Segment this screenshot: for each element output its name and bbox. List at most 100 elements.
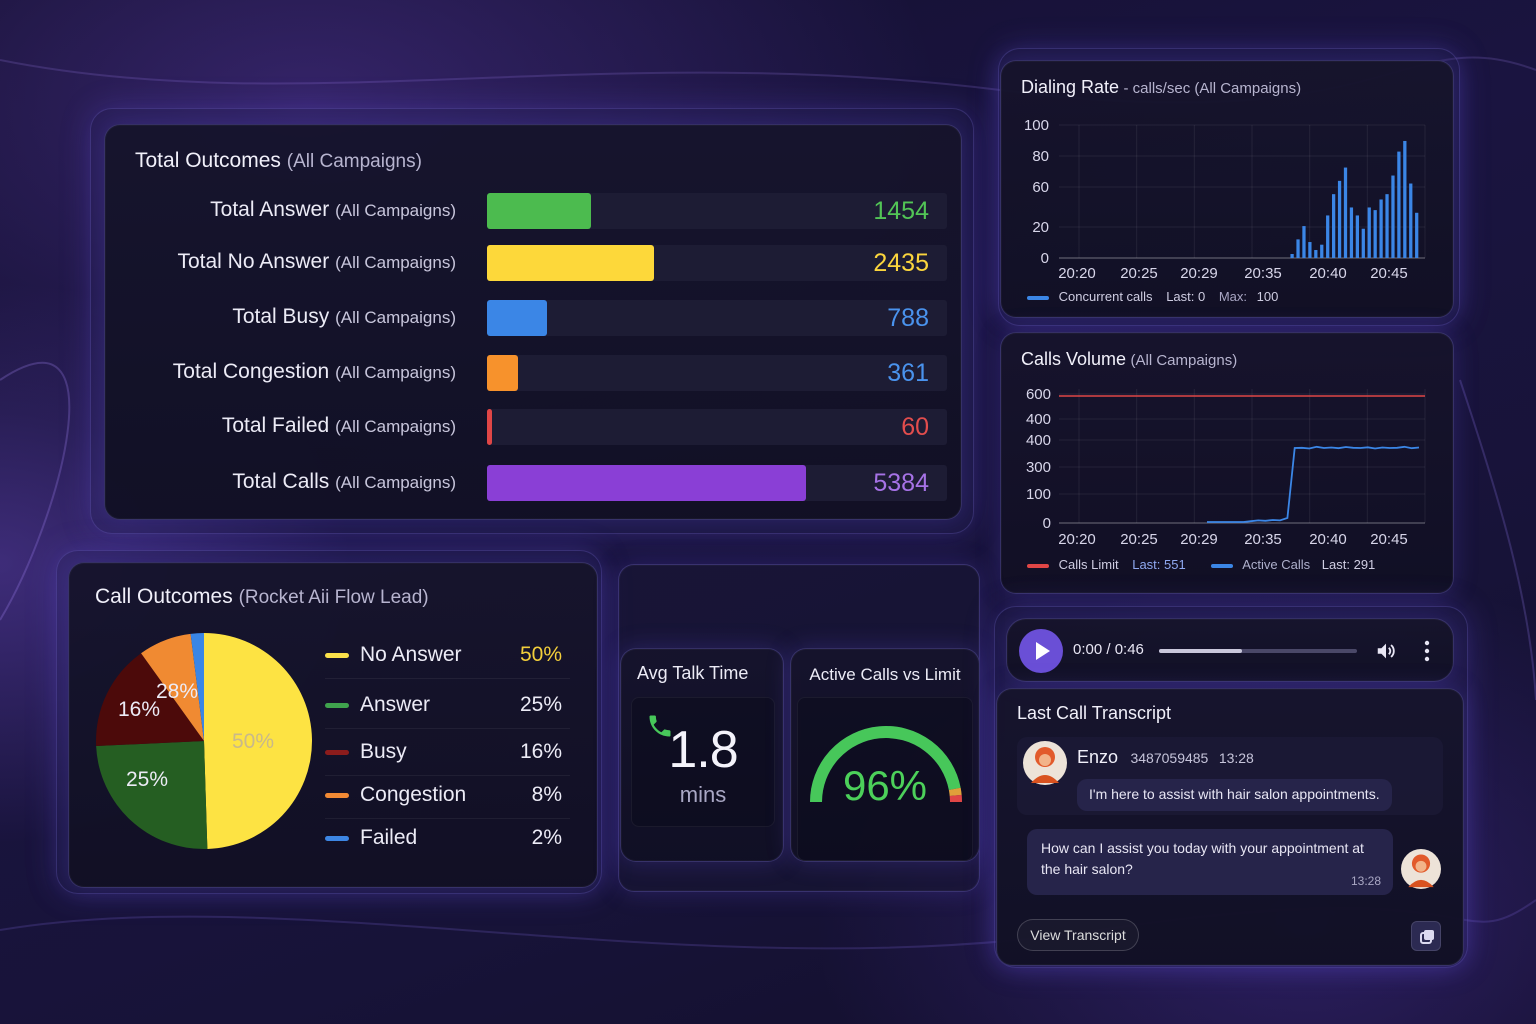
x-tick-label: 20:45 [1370, 531, 1408, 548]
active-calls-value: 96% [842, 762, 928, 809]
caller-number: 3487059485 [1130, 750, 1209, 766]
view-transcript-button[interactable]: View Transcript [1017, 919, 1139, 951]
volume-icon[interactable] [1375, 640, 1397, 662]
caller-time: 13:28 [1218, 750, 1254, 766]
outcome-bar-track: 361 [487, 355, 947, 391]
outcome-label-text: Total No Answer [177, 250, 336, 273]
x-tick-label: 20:20 [1058, 531, 1096, 548]
dialing-rate-bar [1308, 242, 1312, 258]
outcome-label-sub: (All Campaigns) [335, 201, 456, 220]
avg-talk-card: 1.8 mins [631, 697, 775, 827]
dialing-rate-bar [1326, 215, 1330, 258]
outcome-bar-track: 1454 [487, 193, 947, 229]
caller-name: Enzo [1077, 747, 1119, 767]
outcome-bar-track: 788 [487, 300, 947, 336]
outcome-label-sub: (All Campaigns) [335, 308, 456, 327]
legend-item: Answer 25% [325, 685, 570, 729]
dialing-rate-bar [1320, 244, 1324, 258]
total-outcomes-title: Total Outcomes (All Campaigns) [135, 149, 422, 173]
outcome-bar-fill [487, 355, 519, 391]
player-time: 0:00 / 0:46 [1073, 641, 1144, 658]
phone-icon [649, 715, 671, 737]
outcome-bar-track: 2435 [487, 245, 947, 281]
x-tick-label: 20:25 [1120, 265, 1158, 282]
legend-percent: 2% [531, 826, 562, 849]
outcome-bar-fill [487, 245, 654, 281]
caller-message: I'm here to assist with hair salon appoi… [1077, 779, 1392, 811]
play-icon [1036, 642, 1050, 660]
pie-slice-congestion [141, 633, 204, 741]
play-button[interactable] [1019, 629, 1063, 673]
active-calls-panel: Active Calls vs Limit 96% [790, 648, 980, 862]
outcome-row: Total Answer (All Campaigns) 1454 [105, 193, 961, 229]
legend-swatch [325, 703, 349, 708]
outcome-bar-track: 60 [487, 409, 947, 445]
pie-slice-label: 16% [118, 698, 160, 721]
legend-name: Busy [360, 740, 407, 763]
outcome-label: Total Failed (All Campaigns) [222, 414, 456, 438]
legend-max-label: Max: [1218, 289, 1248, 304]
legend-last: Last: 0 [1166, 289, 1206, 304]
dialing-rate-chart: 100 80 60 20 0 20:20 20:25 20:29 20:35 20:40 20:45 [1024, 117, 1426, 282]
outcome-bar-track: 5384 [487, 465, 947, 501]
legend-active-name: Active Calls [1242, 557, 1311, 572]
avg-talk-value: 1.8 [668, 721, 738, 779]
outcome-bar-fill [487, 300, 547, 336]
dialing-rate-bar [1332, 194, 1336, 258]
outcome-row: Total No Answer (All Campaigns) 2435 [105, 245, 961, 281]
legend-active-last: Last: 291 [1321, 557, 1376, 572]
legend-limit-last: Last: 551 [1132, 557, 1186, 572]
x-tick-label: 20:40 [1309, 265, 1347, 282]
pie-slice-failed [190, 633, 204, 741]
dialing-rate-bar [1355, 215, 1359, 258]
call-outcomes-subtitle: (Rocket Aii Flow Lead) [238, 587, 429, 608]
legend-max-value: 100 [1256, 289, 1279, 304]
outcome-bar-fill [487, 193, 592, 229]
pie-slice-label: 28% [156, 680, 198, 703]
pie-slice-label: 25% [126, 768, 168, 791]
legend-percent: 25% [519, 693, 562, 716]
caller-message-card: Enzo 3487059485 13:28 I'm here to assist… [1017, 737, 1443, 815]
audio-player: 0:00 / 0:46 [1006, 618, 1454, 682]
active-calls-line [1207, 445, 1420, 523]
calls-volume-chart: 600 400 400 300 100 0 20:20 20:25 20:29 20:35 20:4… [1026, 386, 1426, 548]
pie-slice-busy [96, 653, 204, 747]
legend-percent: 8% [531, 783, 562, 806]
y-tick-label: 300 [1026, 459, 1051, 476]
x-tick-label: 20:40 [1309, 531, 1347, 548]
legend-swatch [325, 836, 349, 841]
outcome-bar-fill [487, 409, 492, 445]
dialing-rate-title-text: Dialing Rate [1021, 77, 1120, 97]
copy-transcript-button[interactable] [1411, 921, 1441, 951]
dialing-rate-bar [1296, 239, 1300, 258]
outcome-label-text: Total Congestion [172, 360, 336, 383]
outcome-row: Total Calls (All Campaigns) 5384 [105, 465, 961, 501]
more-options-icon[interactable] [1423, 640, 1431, 662]
calls-volume-legend: Calls Limit Last: 551 Active Calls Last:… [1027, 557, 1375, 572]
dialing-rate-title: Dialing Rate - calls/sec (All Campaigns) [1021, 77, 1301, 98]
y-tick-label: 400 [1026, 411, 1051, 428]
outcome-bar-fill [487, 465, 806, 501]
legend-item: Failed 2% [325, 818, 570, 862]
outcome-label-sub: (All Campaigns) [335, 473, 456, 492]
y-tick-label: 80 [1032, 148, 1049, 165]
outcome-label-sub: (All Campaigns) [335, 363, 456, 382]
outcome-value: 2435 [873, 249, 929, 277]
y-tick-label: 100 [1026, 486, 1051, 503]
active-calls-title: Active Calls vs Limit [809, 665, 961, 684]
call-outcomes-legend: No Answer 50% Answer 25% Busy 16% Congestion 8%… [325, 635, 570, 865]
avg-talk-unit: mins [679, 782, 727, 807]
dialing-rate-bar [1391, 175, 1395, 258]
dialing-rate-bar [1349, 207, 1354, 258]
outcome-value: 788 [887, 304, 929, 332]
agent-message: How can I assist you today with your app… [1041, 840, 1364, 877]
dialing-rate-bar [1290, 254, 1294, 258]
total-outcomes-panel: Total Outcomes (All Campaigns) Total Ans… [104, 124, 962, 520]
outcome-label: Total Busy (All Campaigns) [232, 305, 456, 329]
legend-item: Congestion 8% [325, 775, 570, 819]
call-outcomes-pie: 50% 25% 16%28% [96, 633, 313, 849]
x-tick-label: 20:35 [1244, 265, 1282, 282]
player-progress-track[interactable] [1159, 649, 1357, 653]
outcome-value: 60 [901, 413, 929, 441]
dialing-rate-bar [1314, 250, 1318, 258]
